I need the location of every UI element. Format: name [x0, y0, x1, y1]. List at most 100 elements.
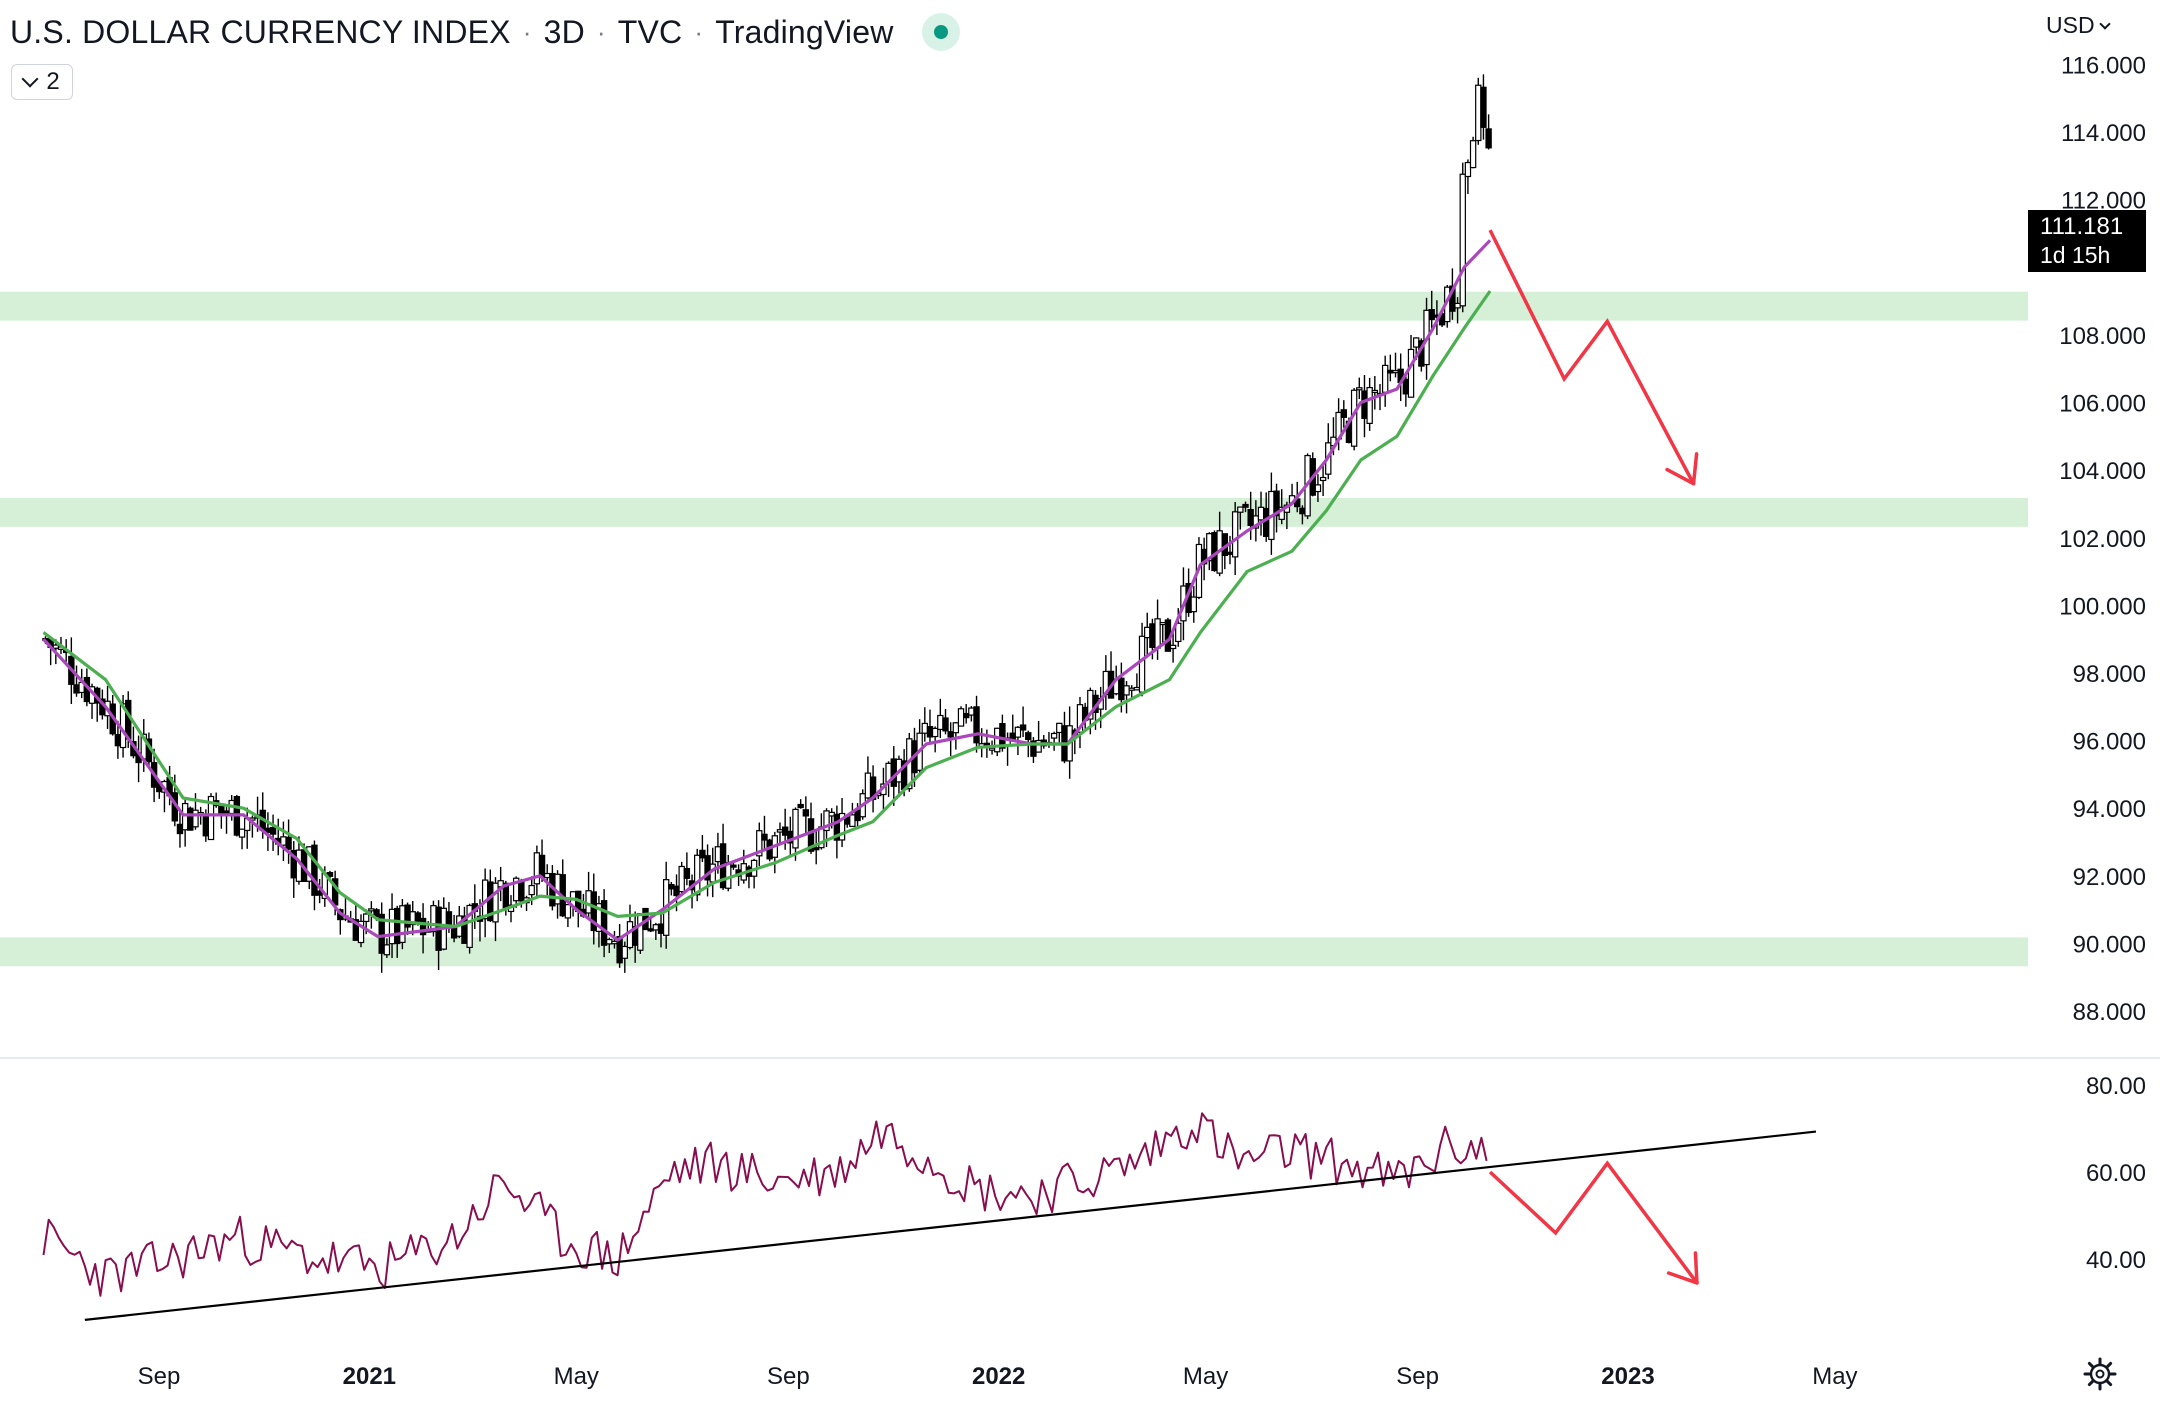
candle-up: [694, 854, 701, 896]
candle-down: [657, 923, 665, 934]
price-tick-label: 114.000: [2061, 120, 2146, 147]
price-tick-label: 96.000: [2073, 729, 2146, 756]
price-tick-label: 106.000: [2059, 391, 2146, 418]
candle-down: [518, 881, 525, 902]
market-status-indicator[interactable]: [921, 13, 960, 51]
candle-down: [218, 805, 225, 815]
time-tick-label: Sep: [138, 1363, 181, 1390]
arrowhead: [1665, 467, 1696, 486]
oscillator-tick-label: 40.00: [2086, 1247, 2146, 1274]
candle-up: [192, 809, 199, 828]
candle-down: [1247, 509, 1254, 526]
candle-up: [1159, 621, 1166, 626]
candle-up: [1371, 389, 1379, 394]
candle-down: [647, 928, 654, 932]
time-tick-label: May: [1812, 1363, 1857, 1390]
candle-down: [730, 864, 737, 868]
price-tick-label: 104.000: [2059, 458, 2146, 485]
candle-up: [1454, 302, 1461, 309]
support-resistance-zone: [0, 291, 2028, 321]
candle-down: [1226, 551, 1234, 555]
indicators-toggle-button[interactable]: 2: [11, 64, 73, 100]
candle-down: [414, 912, 422, 924]
candle-up: [637, 912, 644, 951]
candle-up: [383, 944, 391, 956]
exchange-label: TVC: [617, 13, 683, 50]
bar-countdown: 1d 15h: [2040, 242, 2111, 268]
candle-down: [890, 758, 897, 787]
candle-down: [73, 684, 80, 694]
moving-average-line: [42, 239, 1492, 942]
candle-up: [1035, 739, 1042, 753]
interval-label[interactable]: 3D: [543, 13, 585, 50]
price-tick-label: 108.000: [2059, 323, 2146, 350]
candle-up: [1407, 348, 1415, 398]
oscillator-projection-arrow: [1488, 1160, 1699, 1284]
candle-down: [378, 913, 385, 954]
candle-up: [756, 830, 763, 857]
chevron-down-icon: [2098, 17, 2111, 30]
candle-up: [357, 920, 365, 944]
candle-down: [1402, 378, 1410, 395]
candle-down: [1009, 732, 1016, 740]
candle-up: [207, 795, 215, 841]
candle-up: [564, 904, 572, 919]
time-tick-label: Sep: [1396, 1363, 1439, 1390]
candle-down: [1273, 490, 1280, 517]
candle-down: [812, 847, 820, 851]
candle-up: [388, 908, 396, 945]
candle-down: [202, 813, 210, 837]
candle-up: [968, 707, 975, 716]
price-tick-label: 98.000: [2073, 661, 2146, 688]
arrowhead: [1691, 452, 1699, 486]
time-tick-label: May: [1183, 1363, 1228, 1390]
candle-up: [528, 884, 535, 896]
symbol-name[interactable]: U.S. DOLLAR CURRENCY INDEX: [10, 13, 511, 50]
candle-up: [849, 814, 856, 828]
candle-up: [1314, 484, 1322, 493]
candle-up: [838, 812, 846, 841]
candle-down: [187, 807, 194, 831]
candle-up: [725, 862, 732, 889]
candle-down: [176, 823, 184, 835]
candle-up: [362, 913, 370, 923]
candle-up: [280, 836, 287, 846]
price-tick-label: 100.000: [2059, 593, 2146, 620]
moving-average-line: [42, 290, 1492, 929]
time-tick-label: Sep: [767, 1363, 810, 1390]
currency-selector[interactable]: USD: [2046, 12, 2111, 39]
candle-down: [699, 849, 706, 859]
chevron-down-icon: [21, 70, 39, 88]
candle-up: [1144, 626, 1151, 639]
candle-up: [1356, 387, 1363, 391]
candle-up: [864, 772, 872, 799]
time-tick-label: 2023: [1601, 1363, 1654, 1390]
candle-up: [1319, 476, 1327, 482]
candle-up: [1252, 515, 1260, 529]
candle-up: [1257, 506, 1265, 521]
candle-up: [621, 945, 629, 959]
candle-up: [931, 727, 939, 738]
candle-down: [781, 826, 789, 836]
candle-down: [1025, 732, 1032, 741]
candle-up: [1237, 506, 1244, 513]
candle-up: [1190, 596, 1197, 613]
candle-up: [238, 828, 246, 838]
candle-up: [1469, 140, 1477, 169]
candle-up: [1464, 161, 1472, 178]
candle-down: [1149, 623, 1156, 648]
support-resistance-zones: [0, 291, 2028, 967]
candle-up: [611, 940, 618, 945]
price-tick-label: 88.000: [2073, 999, 2146, 1026]
candle-up: [606, 938, 613, 945]
trendline: [84, 1130, 1817, 1321]
oscillator-tick-label: 80.00: [2086, 1073, 2146, 1100]
settings-gear-icon[interactable]: [2082, 1356, 2118, 1392]
candle-down: [285, 836, 292, 850]
candle-up: [1014, 726, 1022, 738]
candle-down: [947, 731, 954, 738]
candle-down: [683, 867, 691, 879]
candle-down: [807, 818, 815, 852]
oscillator-series: [42, 1112, 1488, 1297]
